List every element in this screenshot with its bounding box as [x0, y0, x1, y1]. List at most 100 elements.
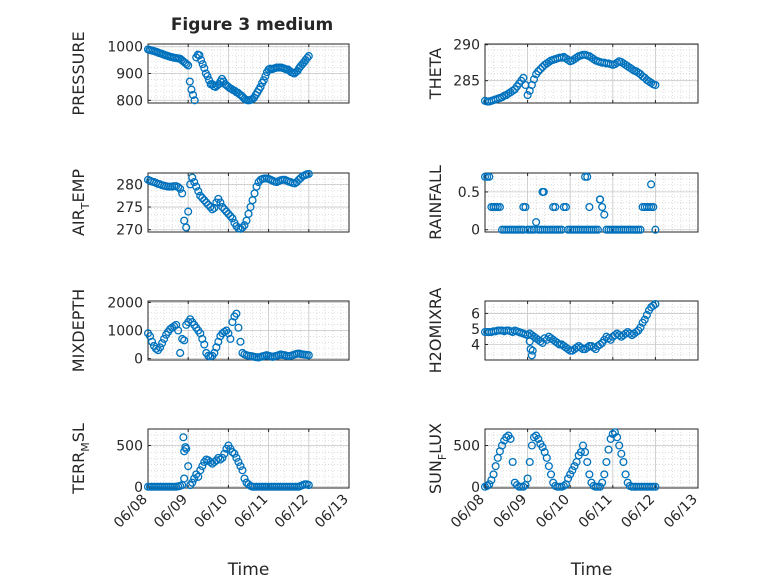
data-point	[538, 443, 547, 452]
data-point	[621, 470, 630, 479]
data-point	[208, 205, 217, 214]
data-point	[483, 481, 492, 490]
data-point	[236, 337, 245, 346]
data-point	[636, 225, 645, 234]
data-point	[184, 462, 193, 471]
data-point	[589, 343, 598, 352]
data-point	[214, 453, 223, 462]
data-point	[497, 441, 507, 450]
data-point	[485, 480, 494, 489]
data-point	[147, 337, 157, 346]
data-point	[595, 482, 605, 491]
y-tick-label: 280	[116, 177, 143, 193]
data-point	[174, 326, 183, 335]
data-point	[564, 474, 573, 483]
figure-title: Figure 3 medium	[171, 15, 333, 35]
data-point	[506, 434, 515, 443]
data-point	[508, 457, 517, 467]
data-point	[180, 474, 189, 483]
data-point	[197, 56, 206, 65]
grid-minor	[485, 173, 698, 232]
data-point	[519, 482, 528, 491]
data-point	[216, 198, 225, 207]
data-point	[519, 202, 528, 212]
data-point	[529, 433, 539, 442]
y-axis-label: PRESSURE	[69, 31, 88, 115]
data-point	[642, 310, 651, 320]
data-point	[585, 470, 594, 479]
x-tick-label: 06/08	[111, 492, 151, 532]
data-point	[180, 336, 189, 345]
data-point	[220, 205, 229, 214]
data-point	[585, 202, 594, 212]
data-point	[185, 77, 194, 86]
grid-minor	[485, 301, 698, 360]
subplot-terr-msl: 0 500 TERRMSL 06/08 06/09 06/10 06/11 06/12 06/1…	[69, 423, 352, 580]
subplot-mixdepth: 0 1000 2000 MIXDEPTH	[69, 289, 350, 372]
data-point	[534, 434, 543, 443]
data-point	[583, 457, 592, 467]
data-point	[179, 433, 188, 442]
axes-box	[484, 43, 699, 104]
data-point	[196, 191, 205, 200]
data-point	[304, 169, 313, 178]
data-point	[158, 339, 167, 348]
x-axis-label: Time	[227, 560, 270, 580]
y-tick-label: 800	[116, 93, 143, 109]
data-point	[188, 90, 198, 100]
data-point	[604, 334, 613, 343]
data-point	[649, 301, 658, 310]
data-point	[527, 441, 536, 450]
data-point	[528, 346, 537, 355]
axes-box	[484, 300, 699, 361]
data-point	[192, 182, 201, 191]
data-point	[220, 327, 229, 336]
data-point	[190, 96, 199, 105]
data-point	[232, 309, 241, 318]
data-point	[546, 470, 556, 479]
y-axis-label: RAINFALL	[426, 165, 445, 240]
data-point	[598, 478, 607, 487]
data-point	[184, 61, 193, 70]
x-axis-label: Time	[570, 560, 613, 580]
data-point	[627, 65, 637, 74]
subplot-h2omixra: 456 H2OMIXRA	[426, 288, 699, 374]
data-point	[178, 189, 187, 198]
data-point	[198, 462, 207, 471]
data-point	[174, 183, 183, 192]
x-tick-label: 06/11	[576, 492, 616, 532]
data-point	[542, 453, 551, 462]
data-point	[240, 474, 249, 483]
data-point	[497, 93, 507, 102]
data-point	[632, 328, 641, 337]
y-tick-label: 270	[116, 223, 143, 239]
data-point	[602, 457, 611, 467]
data-point	[292, 178, 301, 187]
y-tick-label: 0.5	[458, 185, 480, 201]
data-point	[198, 193, 207, 203]
data-point	[491, 202, 500, 212]
grid-major	[148, 301, 349, 360]
data-point	[583, 172, 592, 181]
data-point	[194, 187, 203, 196]
data-point	[489, 470, 498, 479]
x-tick-label: 06/13	[661, 492, 701, 532]
data-point	[244, 209, 253, 218]
y-tick-label: 275	[116, 200, 143, 216]
data-point	[204, 200, 213, 209]
data-point	[200, 457, 209, 467]
y-tick-label: 6	[471, 306, 480, 322]
data-point	[259, 76, 268, 85]
data-point	[224, 209, 233, 218]
data-point	[613, 433, 622, 442]
y-axis-label: H2OMIXRA	[426, 288, 445, 374]
data-point	[190, 178, 199, 187]
data-point	[523, 91, 532, 100]
data-series	[480, 172, 660, 234]
data-point	[181, 443, 190, 452]
data-point	[304, 481, 313, 490]
data-point	[160, 334, 169, 343]
data-point	[532, 218, 541, 227]
data-point	[180, 216, 189, 225]
